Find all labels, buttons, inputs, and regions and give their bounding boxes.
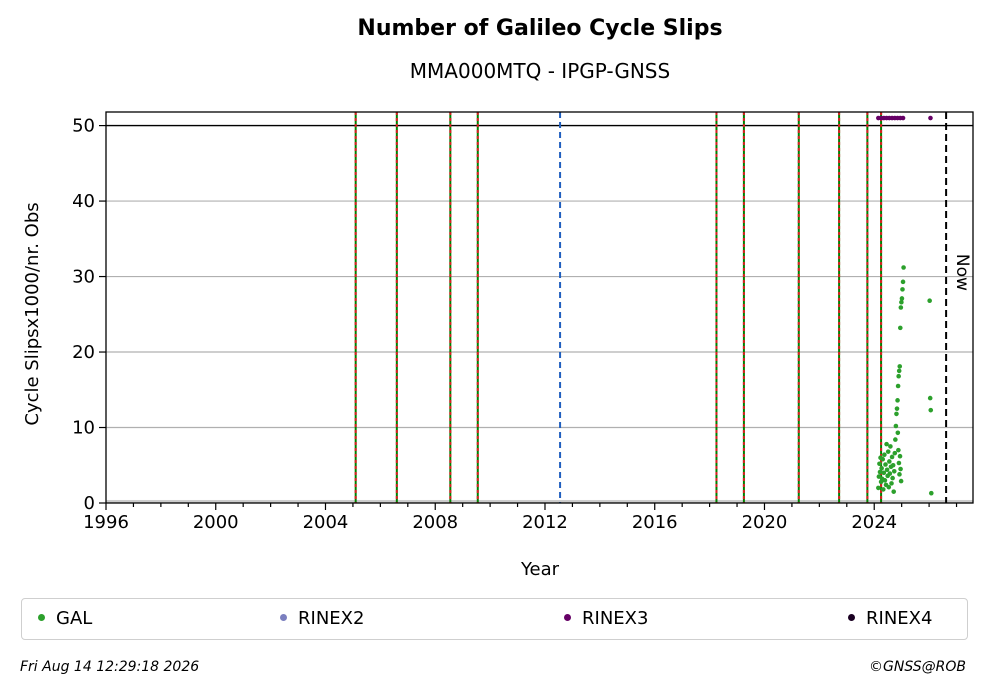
point-gal-19 [886, 484, 892, 490]
point-gal-51 [897, 453, 903, 459]
plot-frame [105, 111, 974, 504]
point-gal-9 [880, 487, 886, 492]
y-tick-label-0: 0 [84, 493, 95, 514]
point-gal-11 [882, 452, 887, 457]
y-tick-label-10: 10 [72, 418, 95, 439]
legend-item-rinex4: RINEX4 [848, 607, 932, 631]
point-gal-22 [888, 444, 893, 449]
point-gal-53 [898, 478, 904, 484]
point-gal-13 [883, 462, 888, 467]
point-gal-35 [895, 398, 900, 403]
x-tick-label-2004: 2004 [303, 512, 349, 533]
legend-marker-gal [38, 613, 45, 621]
point-gal-31 [893, 437, 898, 442]
point-gal-21 [887, 471, 893, 476]
chart-title: Number of Galileo Cycle Slips [357, 16, 723, 41]
point-gal-39 [897, 364, 903, 369]
legend-marker-rinex2 [280, 613, 287, 621]
point-gal-38 [896, 368, 902, 374]
point-rinex3-10 [928, 115, 933, 121]
point-gal-56 [928, 407, 934, 413]
legend-label-rinex3: RINEX3 [582, 608, 649, 629]
grid-layer [106, 124, 973, 503]
x-tick-label-2024: 2024 [851, 512, 897, 533]
point-gal-3 [877, 469, 883, 475]
point-gal-40 [897, 325, 903, 331]
point-gal-20 [887, 459, 892, 464]
legend-item-rinex3: RINEX3 [564, 607, 648, 631]
legend-label-gal: GAL [56, 608, 93, 629]
point-gal-34 [894, 406, 900, 411]
point-gal-12 [882, 478, 888, 483]
x-axis-label: Year [520, 559, 560, 580]
point-gal-15 [884, 441, 889, 447]
point-gal-0 [876, 485, 881, 491]
legend-item-gal: GAL [38, 607, 92, 631]
point-gal-41 [898, 305, 904, 310]
y-tick-label-50: 50 [72, 116, 95, 137]
x-tick-label-2012: 2012 [522, 512, 568, 533]
point-gal-25 [889, 454, 895, 460]
cycle-slips-chart: Now 1996 2000 2004 2008 2012 2016 2020 2024 0 10 2… [22, 111, 974, 580]
y-tick-label-20: 20 [72, 342, 95, 363]
legend-marker-rinex4 [848, 613, 855, 621]
point-gal-33 [894, 411, 899, 417]
footer-timestamp: Fri Aug 14 12:29:18 2026 [20, 659, 200, 675]
point-gal-57 [928, 490, 934, 496]
legend-label-rinex2: RINEX2 [298, 608, 365, 629]
legend-label-rinex4: RINEX4 [866, 608, 933, 629]
point-gal-37 [896, 373, 901, 379]
point-gal-54 [927, 298, 932, 304]
footer-credit: ©GNSS@ROB [869, 659, 966, 675]
point-gal-30 [892, 450, 898, 456]
x-tick-label-2000: 2000 [193, 512, 239, 533]
point-gal-55 [927, 395, 933, 401]
point-gal-6 [879, 465, 884, 471]
point-gal-26 [890, 475, 895, 481]
point-gal-49 [896, 460, 902, 466]
point-gal-28 [891, 489, 897, 494]
now-label: Now [952, 254, 972, 291]
data-points-layer [876, 115, 934, 496]
point-gal-43 [899, 296, 905, 301]
legend-marker-rinex3 [564, 613, 571, 621]
x-tick-label-2016: 2016 [632, 512, 678, 533]
y-axis-label: Cycle Slipsx1000/nr. Obs [22, 202, 43, 425]
point-gal-32 [893, 423, 899, 429]
point-rinex3-9 [900, 115, 906, 121]
point-gal-47 [895, 430, 901, 436]
point-gal-36 [895, 383, 901, 389]
point-gal-45 [900, 279, 906, 285]
point-gal-46 [901, 265, 906, 270]
axes-layer: 1996 2000 2004 2008 2012 2016 2020 2024 0 10 20 30 4… [72, 111, 974, 533]
point-gal-16 [884, 467, 890, 473]
point-gal-52 [898, 466, 903, 472]
legend-item-rinex2: RINEX2 [280, 607, 364, 631]
x-tick-label-1996: 1996 [83, 512, 129, 533]
zero-band [106, 499, 973, 503]
y-tick-label-30: 30 [72, 267, 95, 288]
point-gal-1 [876, 474, 882, 479]
point-gal-2 [877, 461, 882, 467]
point-gal-24 [889, 481, 894, 486]
point-gal-29 [891, 468, 897, 474]
point-gal-50 [897, 472, 902, 477]
point-gal-44 [900, 287, 905, 292]
point-gal-18 [885, 449, 891, 454]
chart-legend: GAL RINEX2 RINEX3 RINEX4 [21, 598, 968, 640]
point-gal-8 [880, 456, 886, 462]
y-tick-label-40: 40 [72, 191, 95, 212]
point-gal-27 [890, 462, 896, 468]
point-gal-48 [896, 447, 901, 453]
chart-subtitle: MMA000MTQ - IPGP-GNSS [409, 59, 671, 83]
point-gal-42 [899, 299, 904, 305]
x-tick-label-2008: 2008 [412, 512, 458, 533]
x-tick-label-2020: 2020 [742, 512, 788, 533]
event-lines-layer: Now [354, 112, 972, 503]
point-gal-10 [881, 470, 887, 476]
